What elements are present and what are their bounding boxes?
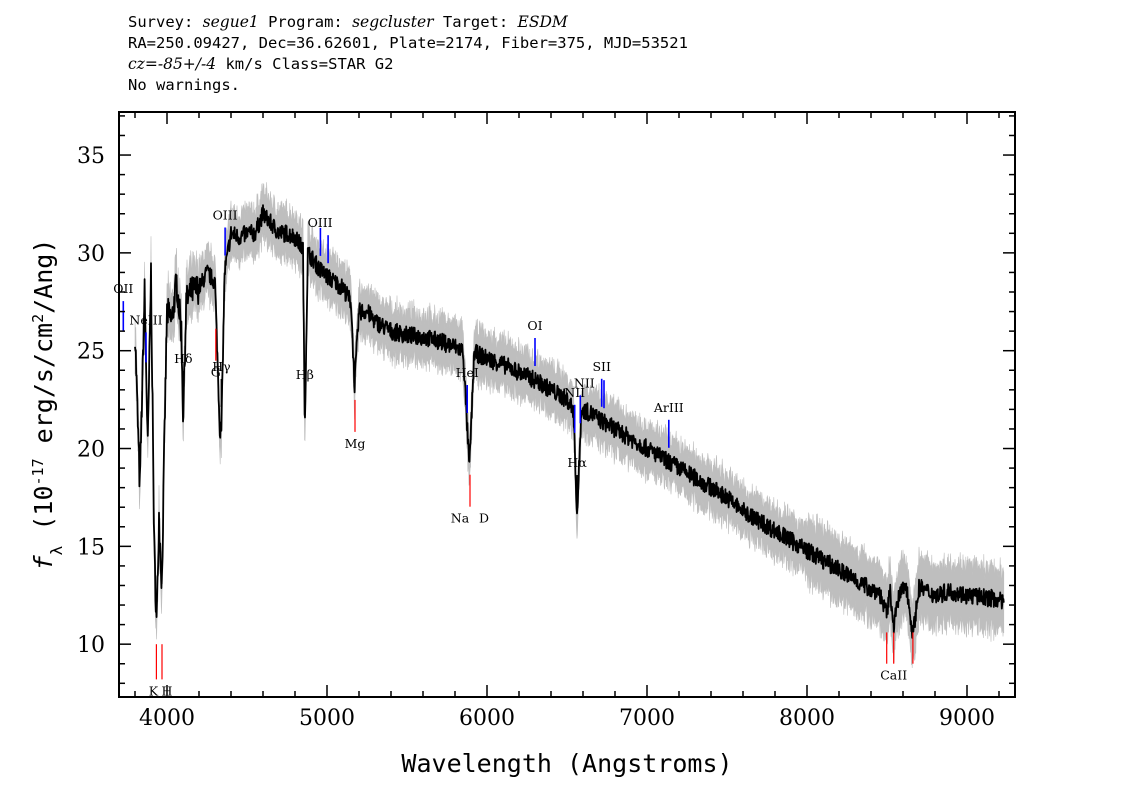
- line-label-2: Hδ: [174, 351, 192, 366]
- line-label-8: HeI: [456, 365, 479, 380]
- line-label-20: Na: [451, 511, 470, 526]
- line-label-16: K: [149, 683, 159, 698]
- y-axis-title: fλ (10-17 erg/s/cm2/Ang): [29, 239, 66, 571]
- line-markers: OIINeIIIHδHγOIIIHβOIIIHeIOINIIHαNIISIIAr…: [113, 208, 914, 698]
- line-label-21: D: [479, 511, 489, 526]
- line-label-11: Hα: [567, 455, 587, 470]
- line-label-12: NII: [574, 375, 595, 390]
- header-line-3: cz=-85+/-4 km/s Class=STAR G2: [128, 55, 394, 73]
- spectrum-line: [134, 204, 1005, 639]
- x-tick-label: 8000: [779, 706, 835, 731]
- line-label-23: CaII: [880, 668, 907, 683]
- line-label-0: OII: [113, 281, 133, 296]
- line-label-3: Hγ: [212, 359, 230, 374]
- header-line-2: RA=250.09427, Dec=36.62601, Plate=2174, …: [128, 34, 688, 52]
- axis-ticks: 4000 5000 6000 7000 8000 9000 10 15 20 25 30 35: [77, 112, 1015, 731]
- line-label-9: OI: [527, 318, 542, 333]
- y-tick-label: 15: [77, 535, 105, 560]
- spectrum-series: [134, 204, 1005, 639]
- plot-frame: [118, 111, 1016, 698]
- line-label-4: OIII: [213, 208, 238, 223]
- error-band: [134, 182, 1005, 669]
- header-line-4: No warnings.: [128, 76, 240, 94]
- program-name: segcluster: [352, 13, 434, 31]
- cz-value: -85+/-4: [157, 55, 217, 73]
- line-label-7: OIII: [308, 215, 333, 230]
- x-tick-label: 7000: [619, 706, 675, 731]
- line-label-18: G: [211, 365, 221, 380]
- x-tick-label: 4000: [139, 706, 195, 731]
- x-tick-label: 9000: [939, 706, 995, 731]
- survey-name: segue1: [202, 13, 259, 31]
- line-label-15: ArIII: [653, 400, 684, 415]
- target-name: ESDM: [517, 13, 568, 31]
- x-axis-title: Wavelength (Angstroms): [401, 749, 732, 778]
- error-band-fill: [134, 182, 1005, 669]
- line-label-5: Hβ: [296, 367, 314, 382]
- header-line-1: Survey: segue1 Program: segcluster Targe…: [128, 13, 568, 31]
- y-tick-label: 25: [77, 340, 105, 365]
- y-tick-label: 10: [77, 633, 105, 658]
- line-label-19: Mg: [345, 436, 366, 451]
- x-tick-label: 6000: [459, 706, 515, 731]
- line-label-13: SII: [592, 359, 611, 374]
- y-tick-label: 20: [77, 438, 105, 463]
- x-tick-label: 5000: [299, 706, 355, 731]
- y-tick-label: 35: [77, 144, 105, 169]
- spectrum-header: Survey: segue1 Program: segcluster Targe…: [128, 12, 688, 96]
- y-tick-label: 30: [77, 242, 105, 267]
- line-label-1: NeIII: [129, 312, 162, 327]
